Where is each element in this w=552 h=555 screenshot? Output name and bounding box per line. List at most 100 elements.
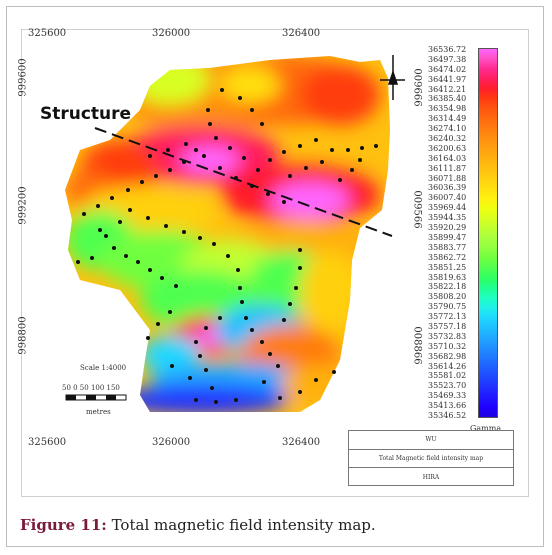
bottom-tick-1: 325600	[28, 437, 67, 448]
legend-value: 35899.47	[428, 232, 467, 242]
legend-value: 35883.77	[428, 242, 467, 252]
legend-unit: Gamma	[470, 424, 502, 433]
survey-point	[314, 138, 318, 142]
legend-value: 36071.88	[428, 173, 467, 183]
survey-point	[282, 150, 286, 154]
legend-value: 35346.52	[428, 411, 467, 420]
legend-value: 35819.63	[428, 272, 467, 282]
survey-point	[330, 148, 334, 152]
legend-value: 36314.49	[428, 114, 467, 124]
survey-point	[262, 380, 266, 384]
legend-value: 36354.98	[428, 104, 467, 114]
survey-point	[350, 168, 354, 172]
intensity-surface	[65, 56, 390, 412]
survey-point	[154, 174, 158, 178]
scale-bar	[65, 394, 127, 401]
survey-point	[136, 260, 140, 264]
survey-point	[298, 248, 302, 252]
caption-label: Figure 11:	[20, 516, 107, 534]
survey-point	[210, 386, 214, 390]
survey-point	[110, 196, 114, 200]
legend-value: 35772.13	[428, 312, 467, 322]
survey-point	[124, 254, 128, 258]
bottom-tick-2: 326000	[152, 437, 191, 448]
survey-point	[260, 122, 264, 126]
survey-point	[148, 154, 152, 158]
legend-value: 35523.70	[428, 381, 467, 391]
survey-point	[112, 246, 116, 250]
top-tick-2: 326000	[152, 28, 191, 39]
survey-point	[278, 396, 282, 400]
legend-value: 36164.03	[428, 153, 467, 163]
legend-value: 35732.83	[428, 331, 467, 341]
left-tick-1: 999600	[17, 58, 29, 97]
survey-point	[188, 376, 192, 380]
survey-point	[198, 354, 202, 358]
legend-value: 35710.32	[428, 341, 467, 351]
survey-point	[276, 364, 280, 368]
survey-point	[320, 160, 324, 164]
survey-point	[338, 178, 342, 182]
structure-line	[94, 127, 393, 237]
survey-point	[314, 378, 318, 382]
legend-value: 36385.40	[428, 94, 467, 104]
survey-point	[194, 340, 198, 344]
left-tick-3: 998800	[17, 316, 29, 355]
survey-point	[214, 400, 218, 404]
survey-point	[128, 208, 132, 212]
title-block-row-3: HIRA	[422, 473, 440, 481]
legend-value: 35469.33	[428, 391, 467, 401]
survey-point	[238, 96, 242, 100]
survey-point	[166, 148, 170, 152]
survey-point	[218, 316, 222, 320]
survey-point	[242, 156, 246, 160]
survey-point	[238, 286, 242, 290]
survey-point	[288, 302, 292, 306]
survey-point	[374, 144, 378, 148]
scale-numbers: 50 0 50 100 150	[62, 384, 120, 392]
survey-point	[228, 146, 232, 150]
survey-point	[256, 168, 260, 172]
survey-point	[204, 368, 208, 372]
survey-point	[266, 192, 270, 196]
survey-point	[204, 326, 208, 330]
survey-point	[240, 300, 244, 304]
legend-value: 36412.21	[428, 84, 467, 94]
legend-value: 35790.75	[428, 302, 467, 312]
survey-point	[194, 148, 198, 152]
survey-point	[298, 390, 302, 394]
title-block-row-2: Total Magnetic field intensity map	[349, 450, 513, 469]
survey-point	[170, 364, 174, 368]
survey-point	[126, 188, 130, 192]
legend-value: 35862.72	[428, 252, 467, 262]
right-tick-3: 008866	[411, 326, 423, 365]
survey-point	[218, 166, 222, 170]
legend-value: 36036.39	[428, 183, 467, 193]
survey-point	[160, 276, 164, 280]
survey-point	[198, 236, 202, 240]
survey-point	[174, 284, 178, 288]
legend-value: 35581.02	[428, 371, 467, 381]
survey-point	[294, 286, 298, 290]
survey-point	[282, 318, 286, 322]
legend-value: 36111.87	[428, 163, 467, 173]
scale-text: Scale 1:4000	[80, 364, 127, 372]
legend-value: 36274.10	[428, 124, 467, 134]
survey-point	[184, 142, 188, 146]
survey-point	[98, 228, 102, 232]
survey-point	[146, 336, 150, 340]
right-tick-2: 009566	[411, 190, 423, 229]
legend-value: 35757.18	[428, 321, 467, 331]
legend-value: 35920.29	[428, 223, 467, 233]
survey-point	[214, 136, 218, 140]
legend-value: 35851.25	[428, 262, 467, 272]
top-tick-3: 326400	[282, 28, 321, 39]
survey-point	[82, 212, 86, 216]
scale-unit: metres	[86, 408, 111, 416]
right-tick-1: 009666	[411, 68, 423, 107]
legend-color-ramp	[478, 48, 498, 418]
legend-value: 36200.63	[428, 143, 467, 153]
survey-point	[360, 146, 364, 150]
legend-value: 36536.72	[428, 45, 467, 54]
